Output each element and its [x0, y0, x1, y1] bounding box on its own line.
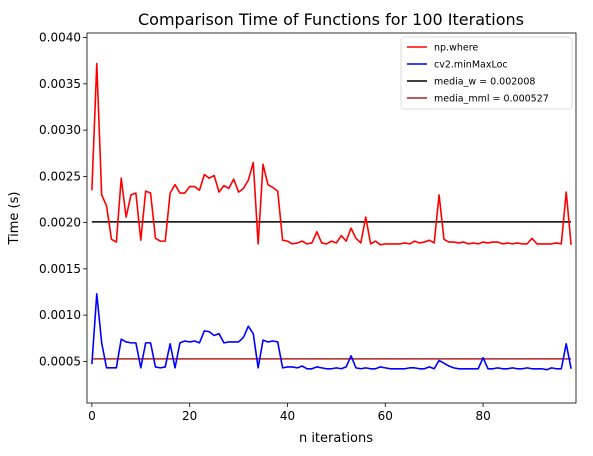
- plot-frame: [86, 32, 577, 404]
- x-tick-label: 40: [280, 409, 295, 423]
- series-line-1: [91, 293, 572, 371]
- x-axis-label: n iterations: [299, 431, 373, 446]
- y-tick-label: 0.0030: [39, 123, 81, 137]
- x-tick-label: 80: [475, 409, 490, 423]
- x-tick-label: 20: [182, 409, 197, 423]
- y-tick-label: 0.0015: [39, 262, 81, 276]
- y-axis-ticks: 0.0005 0.0010 0.0015 0.0020 0.0025 0.0030 0.00…: [39, 31, 87, 368]
- legend-label: cv2.minMaxLoc: [434, 60, 508, 71]
- y-tick-label: 0.0010: [39, 308, 81, 322]
- mean-lines: [91, 221, 572, 360]
- legend-label: media_w = 0.002008: [434, 77, 535, 88]
- y-tick-label: 0.0035: [39, 77, 81, 91]
- y-tick-label: 0.0020: [39, 216, 81, 230]
- legend-box: [400, 36, 573, 110]
- y-tick-label: 0.0005: [39, 354, 81, 368]
- data-series: [91, 62, 572, 371]
- legend-label: media_mml = 0.000527: [434, 94, 549, 105]
- x-tick-label: 0: [88, 409, 96, 423]
- x-tick-label: 60: [378, 409, 393, 423]
- legend: np.where cv2.minMaxLoc media_w = 0.002008 m…: [400, 36, 573, 110]
- y-tick-label: 0.0040: [39, 31, 81, 45]
- y-tick-label: 0.0025: [39, 169, 81, 183]
- y-axis-label: Time (s): [7, 192, 22, 246]
- series-line-0: [91, 62, 572, 246]
- chart-title: Comparison Time of Functions for 100 Ite…: [138, 10, 524, 29]
- legend-label: np.where: [434, 43, 478, 54]
- x-axis-ticks: 0 20 40 60 80: [88, 403, 491, 423]
